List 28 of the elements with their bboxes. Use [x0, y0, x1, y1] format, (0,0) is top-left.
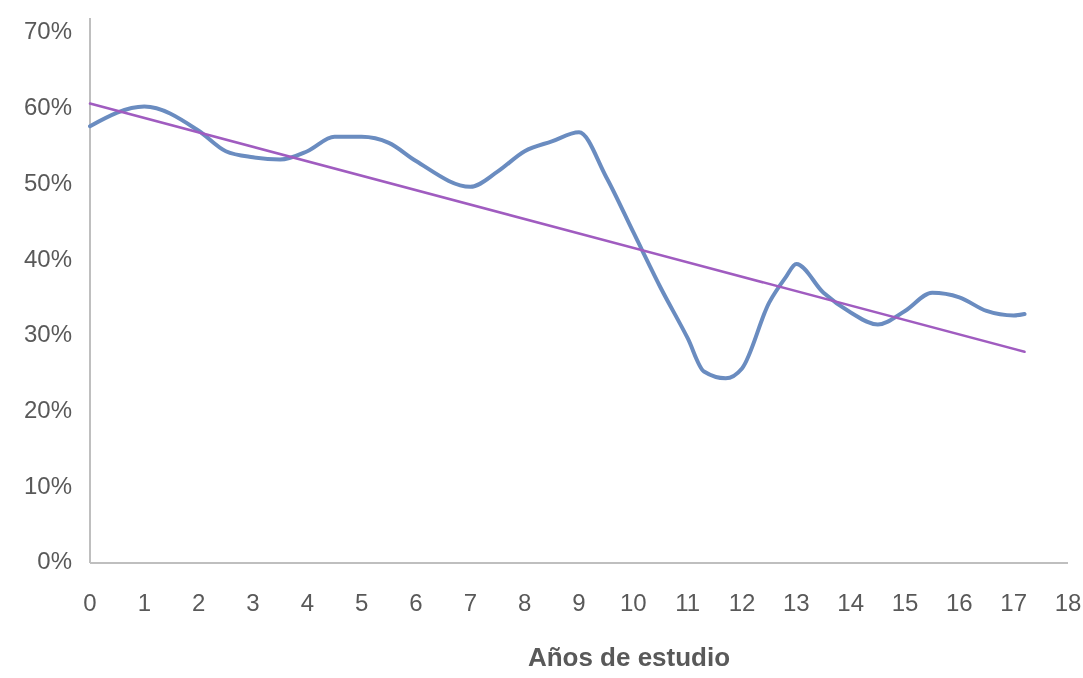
x-tick-label: 3 — [246, 589, 260, 616]
x-tick-label: 12 — [728, 589, 756, 616]
x-tick-label: 5 — [354, 589, 369, 616]
x-tick-label: 6 — [409, 589, 423, 616]
y-tick-label: 70% — [23, 17, 72, 45]
x-tick-label: 11 — [675, 589, 701, 616]
x-tick-label: 15 — [891, 589, 919, 616]
x-tick-label: 4 — [300, 589, 315, 616]
y-tick-label: 50% — [23, 168, 72, 196]
y-tick-label: 20% — [23, 395, 72, 423]
x-tick-label: 14 — [837, 589, 865, 616]
x-tick-label: 10 — [619, 589, 647, 616]
x-tick-label: 18 — [1054, 589, 1082, 616]
x-tick-label: 9 — [572, 589, 586, 616]
x-tick-label: 2 — [191, 589, 206, 616]
x-tick-label: 8 — [517, 589, 532, 616]
x-axis-title: Años de estudio — [527, 642, 731, 672]
x-tick-label: 17 — [1000, 589, 1028, 616]
x-tick-label: 0 — [83, 589, 97, 616]
y-tick-label: 10% — [23, 471, 72, 499]
y-tick-label: 60% — [23, 93, 72, 121]
y-tick-label: 0% — [37, 547, 72, 575]
y-tick-label: 40% — [23, 244, 72, 272]
x-tick-label: 13 — [782, 589, 810, 616]
y-tick-label: 30% — [23, 320, 72, 348]
x-tick-label: 1 — [137, 589, 152, 616]
x-tick-label: 7 — [463, 589, 478, 616]
x-tick-label: 16 — [945, 589, 973, 616]
